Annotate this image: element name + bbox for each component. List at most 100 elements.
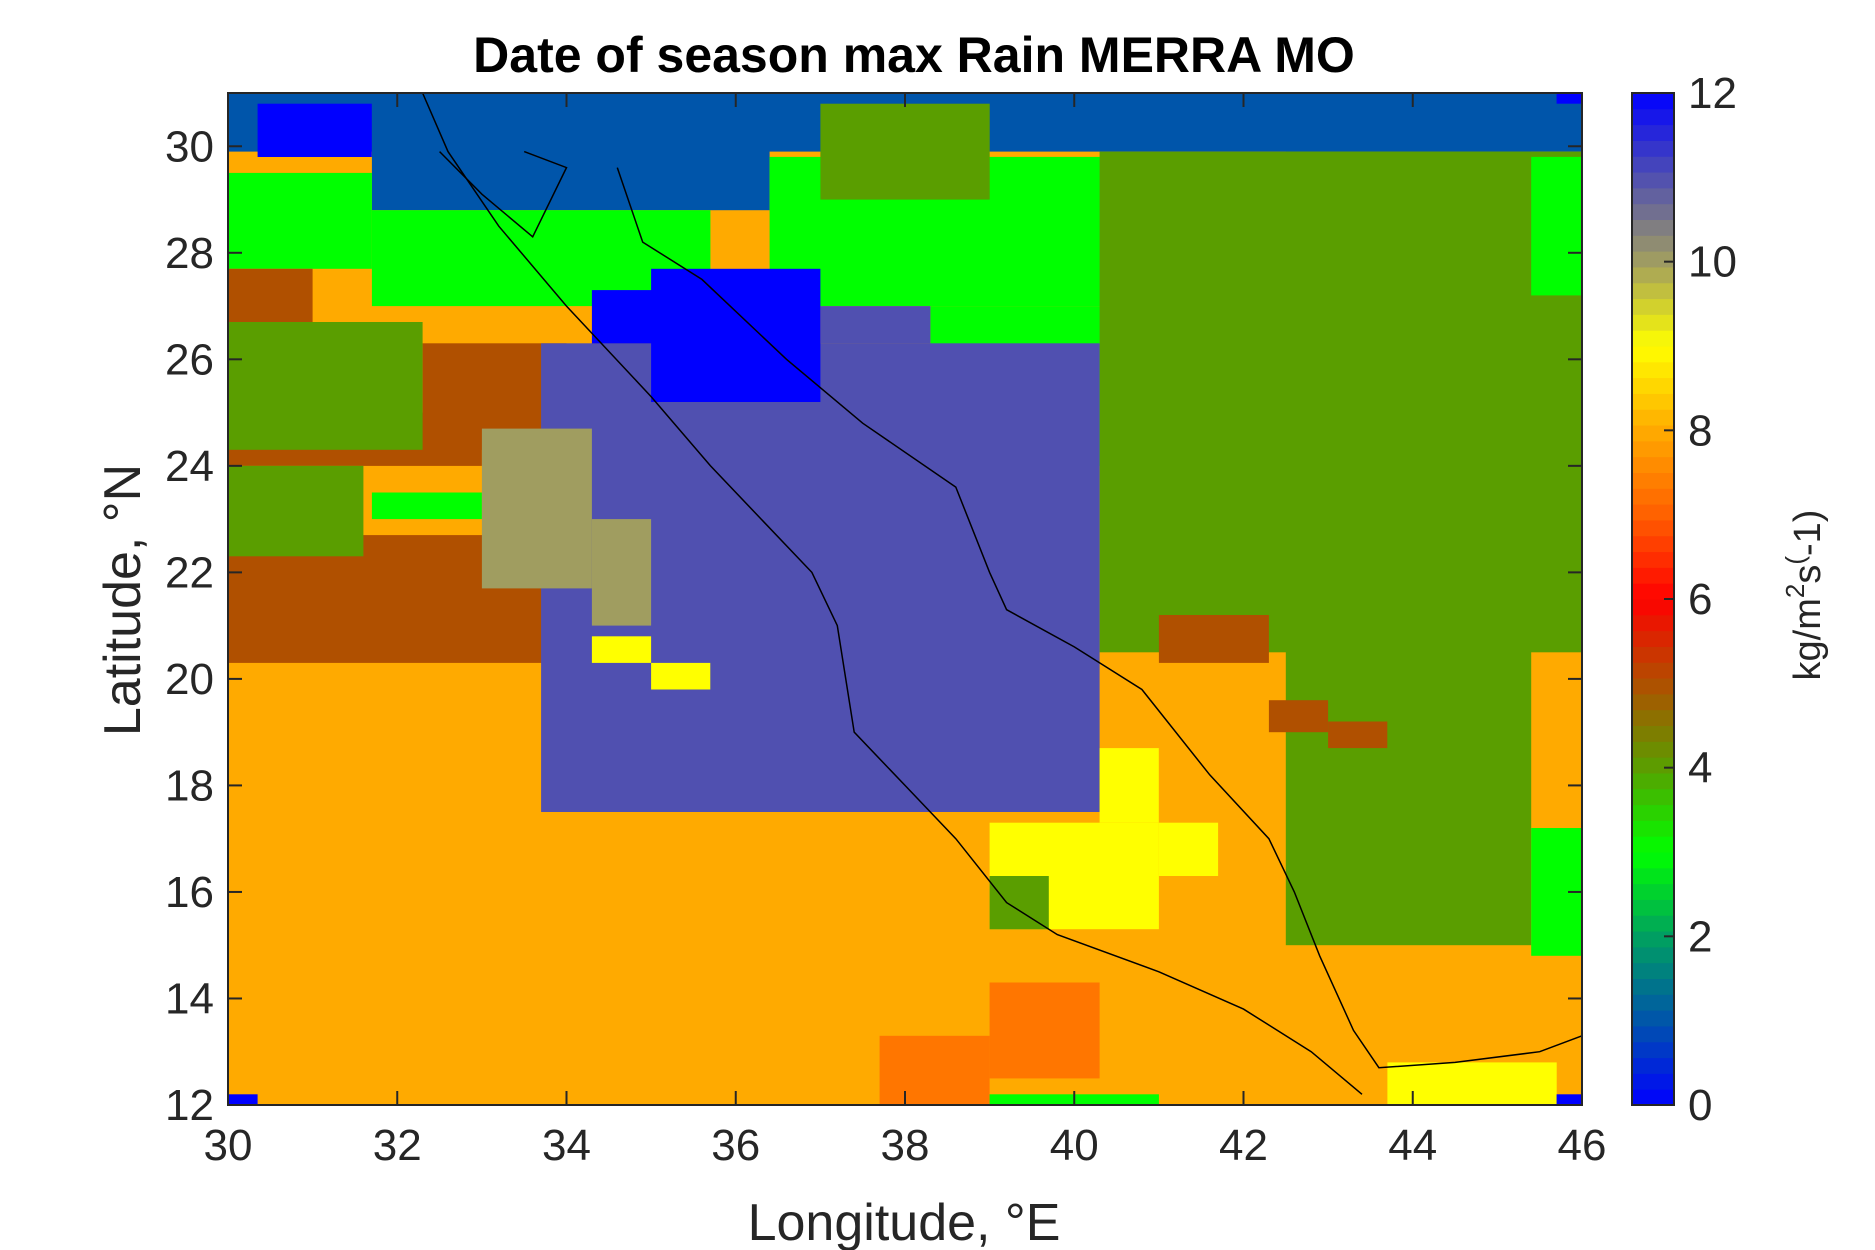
colorbar-segment (1632, 1073, 1674, 1090)
heatmap-cell (1099, 748, 1159, 823)
colorbar-segment (1632, 741, 1674, 758)
chart-title: Date of season max Rain MERRA MO (473, 27, 1355, 83)
colorbar-tick-label: 4 (1688, 744, 1712, 793)
colorbar-segment (1632, 867, 1674, 885)
colorbar-segment (1632, 108, 1674, 126)
x-tick-label: 30 (204, 1121, 253, 1170)
y-tick-label: 26 (165, 335, 214, 384)
colorbar-segment (1632, 535, 1674, 553)
colorbar-segment (1632, 836, 1674, 853)
heatmap-cell (371, 492, 482, 520)
y-axis-ticks: 12 14 16 18 20 22 24 26 28 30 (165, 122, 1582, 1130)
colorbar-label-base: kg/m (1787, 598, 1829, 680)
coastline-west (421, 92, 1363, 1095)
y-tick-label: 16 (165, 868, 214, 917)
colorbar-segment (1632, 140, 1674, 157)
colorbar-segment (1632, 852, 1674, 869)
colorbar-segment (1632, 251, 1674, 268)
colorbar-tick-label: 12 (1688, 69, 1737, 118)
colorbar-segment (1632, 156, 1674, 173)
colorbar-segment (1632, 788, 1674, 806)
colorbar-segment (1632, 725, 1674, 742)
heatmap-cell (820, 306, 931, 344)
x-tick-label: 32 (373, 1121, 422, 1170)
colorbar-segment (1632, 93, 1674, 110)
heatmap-cell (651, 268, 821, 402)
colorbar-segment (1632, 567, 1674, 584)
heatmap-cell (228, 465, 364, 557)
colorbar-segment (1632, 187, 1674, 205)
colorbar-segment (1632, 599, 1674, 616)
coastline (421, 92, 1583, 1095)
heatmap-cell (989, 876, 1049, 930)
colorbar-segment (1632, 646, 1674, 663)
colorbar-segment (1632, 1057, 1674, 1074)
colorbar-segment (1632, 915, 1674, 932)
heatmap-cell (481, 428, 592, 589)
x-tick-label: 42 (1219, 1121, 1268, 1170)
colorbar-label: kg/m2s(-1) (1780, 510, 1829, 681)
heatmap-cell (228, 1094, 258, 1105)
heatmap-cell (228, 172, 372, 269)
colorbar-segment (1632, 124, 1674, 141)
y-axis-label: Latitude, °N (94, 464, 152, 736)
colorbar-segment (1632, 393, 1674, 410)
colorbar-segment (1632, 425, 1674, 442)
colorbar-segment (1632, 931, 1674, 948)
y-tick-label: 30 (165, 122, 214, 171)
x-axis-ticks: 30 32 34 36 38 40 42 44 46 (204, 93, 1606, 1170)
y-tick-label: 24 (165, 442, 214, 491)
colorbar-segment (1632, 235, 1674, 252)
colorbar-segment (1632, 330, 1674, 347)
colorbar-segment (1632, 757, 1674, 774)
x-axis-label: Longitude, °E (748, 1194, 1061, 1250)
colorbar-segment (1632, 994, 1674, 1011)
colorbar-segment (1632, 899, 1674, 916)
heatmap-cell (1556, 93, 1582, 104)
y-tick-label: 22 (165, 548, 214, 597)
heatmap-cell (1531, 156, 1582, 296)
colorbar-segment (1632, 883, 1674, 900)
y-tick-label: 28 (165, 229, 214, 278)
colorbar-segment (1632, 978, 1674, 995)
heatmap-cell (651, 662, 711, 690)
heatmap-cell (371, 93, 770, 211)
colorbar-segment (1632, 203, 1674, 220)
colorbar-tick-label: 8 (1688, 406, 1712, 455)
colorbar-segment (1632, 662, 1674, 679)
colorbar-tick-label: 0 (1688, 1081, 1712, 1130)
colorbar-segment (1632, 504, 1674, 521)
colorbar-segment (1632, 630, 1674, 647)
colorbar-segment (1632, 1025, 1674, 1043)
heatmap-cell (257, 103, 372, 157)
x-tick-label: 36 (711, 1121, 760, 1170)
x-tick-label: 38 (881, 1121, 930, 1170)
colorbar-segment (1632, 946, 1674, 964)
heatmap-cell (1158, 615, 1269, 663)
colorbar-segment (1632, 472, 1674, 489)
colorbar-segment (1632, 282, 1674, 300)
colorbar-label-sup: 2 (1780, 584, 1810, 598)
colorbar-segment (1632, 709, 1674, 726)
colorbar-segment (1632, 1089, 1674, 1106)
colorbar-segment (1632, 172, 1674, 189)
y-tick-label: 14 (165, 974, 214, 1023)
colorbar-label-end: -1) (1787, 510, 1829, 556)
colorbar-label-mid: s (1787, 565, 1829, 584)
coastline-gulf (439, 150, 568, 238)
colorbar-tick-label: 10 (1688, 238, 1737, 287)
colorbar-segment (1632, 678, 1674, 695)
colorbar-segment (1632, 962, 1674, 979)
colorbar-ticks: 0 2 4 6 8 10 12 (1664, 69, 1737, 1130)
heatmap-cell (1285, 151, 1532, 946)
heatmap-cell (820, 103, 990, 200)
colorbar-segment (1632, 361, 1674, 379)
x-tick-label: 40 (1050, 1121, 1099, 1170)
y-tick-label: 18 (165, 761, 214, 810)
colorbar-segment (1632, 409, 1674, 426)
colorbar-tick-label: 6 (1688, 575, 1712, 624)
colorbar-segment (1632, 298, 1674, 315)
colorbar (1631, 92, 1675, 1106)
colorbar-segment (1632, 314, 1674, 331)
